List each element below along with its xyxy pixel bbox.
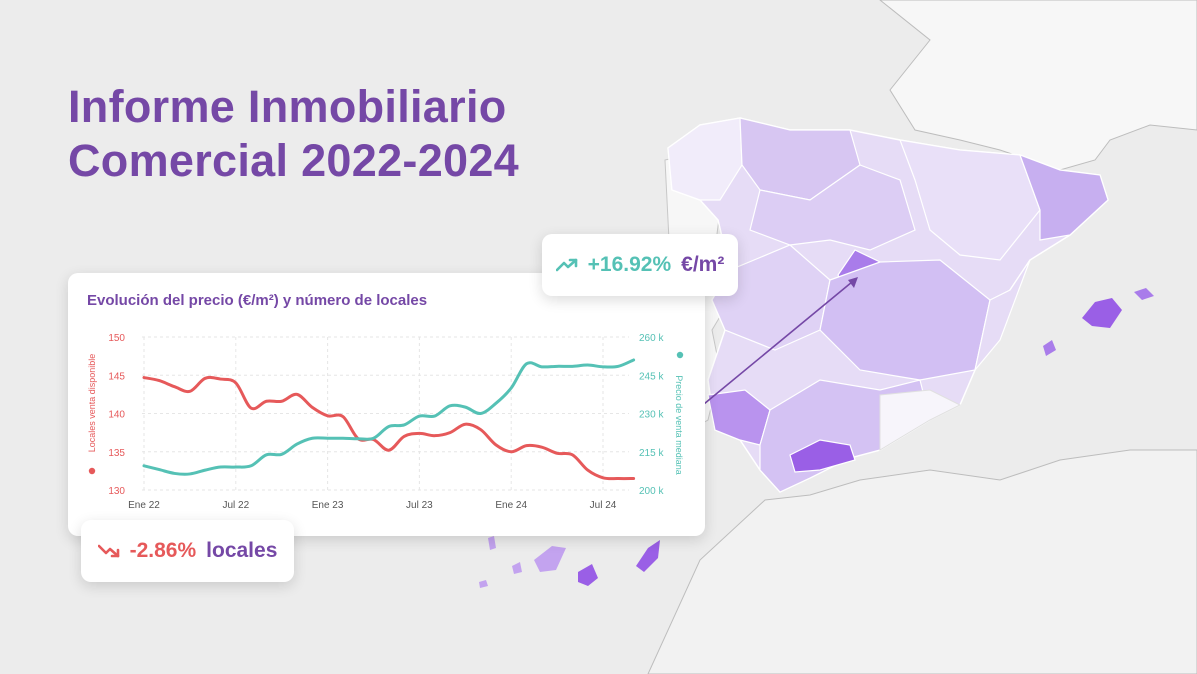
- province-aragon: [899, 139, 1041, 261]
- province-castilla: [749, 164, 916, 251]
- province-almeria: [879, 389, 962, 451]
- trend-up-icon: [555, 258, 577, 272]
- africa-landmass: [647, 449, 1197, 674]
- y-left-tick-label: 135: [108, 448, 125, 459]
- province-catalonia: [1018, 153, 1109, 241]
- y-right-tick-label: 230 k: [639, 410, 664, 421]
- chart-title: Evolución del precio (€/m²) y número de …: [87, 292, 428, 309]
- x-tick-label: Jul 22: [222, 500, 249, 511]
- y-right-legend-dot: [676, 351, 684, 359]
- stores-change-badge: -2.86% locales: [81, 520, 294, 582]
- island-canary-2: [578, 564, 598, 586]
- report-title-line2: Comercial 2022-2024: [68, 135, 519, 186]
- y-left-tick-label: 150: [108, 333, 125, 344]
- y-right-tick-label: 245 k: [639, 371, 664, 382]
- island-canary-4: [512, 562, 522, 574]
- pointer-arrow-line: [703, 281, 853, 405]
- trend-down-icon: [97, 544, 119, 558]
- y-left-tick-label: 140: [108, 410, 125, 421]
- island-canary-3: [636, 540, 660, 572]
- island-ibiza: [1043, 340, 1056, 356]
- x-tick-label: Jul 23: [406, 500, 433, 511]
- province-valencia: [974, 259, 1031, 371]
- island-mallorca: [1082, 298, 1122, 328]
- y-right-tick-label: 215 k: [639, 448, 664, 459]
- island-canary-5: [479, 580, 488, 588]
- y-left-axis-title: Locales venta disponible: [87, 354, 97, 453]
- stores-change-unit: locales: [206, 539, 278, 562]
- pointer-arrow-head: [848, 277, 858, 288]
- y-left-tick-label: 130: [108, 486, 125, 497]
- x-tick-label: Ene 23: [312, 500, 344, 511]
- chart-card: 150 260 k 145 245 k 140 230 k 135 215 k 130 200 k…: [68, 273, 705, 536]
- series-line-precio: [142, 358, 636, 476]
- x-tick-label: Ene 24: [495, 500, 527, 511]
- y-left-tick-label: 145: [108, 371, 125, 382]
- report-title-line1: Informe Inmobiliario: [68, 81, 507, 132]
- y-right-axis-title: Precio de venta mediana: [674, 375, 684, 475]
- province-galicia: [667, 117, 743, 201]
- island-canary-1: [534, 546, 566, 572]
- price-change-badge: +16.92% €/m²: [542, 234, 738, 296]
- x-tick-label: Jul 24: [590, 500, 617, 511]
- province-malaga: [789, 439, 856, 473]
- price-change-value: +16.92%: [587, 253, 672, 276]
- y-left-legend-dot: [88, 467, 96, 475]
- x-tick-label: Ene 22: [128, 500, 160, 511]
- y-right-tick-label: 260 k: [639, 333, 664, 344]
- stores-change-value: -2.86%: [129, 539, 197, 562]
- price-change-unit: €/m²: [681, 253, 725, 276]
- island-menorca: [1134, 288, 1154, 300]
- y-right-tick-label: 200 k: [639, 486, 664, 497]
- line-chart: 150 260 k 145 245 k 140 230 k 135 215 k 130 200 k…: [87, 333, 684, 511]
- report-title: Informe Inmobiliario Comercial 2022-2024: [68, 80, 519, 188]
- island-canary-6: [488, 536, 496, 550]
- series-line-locales: [142, 375, 636, 481]
